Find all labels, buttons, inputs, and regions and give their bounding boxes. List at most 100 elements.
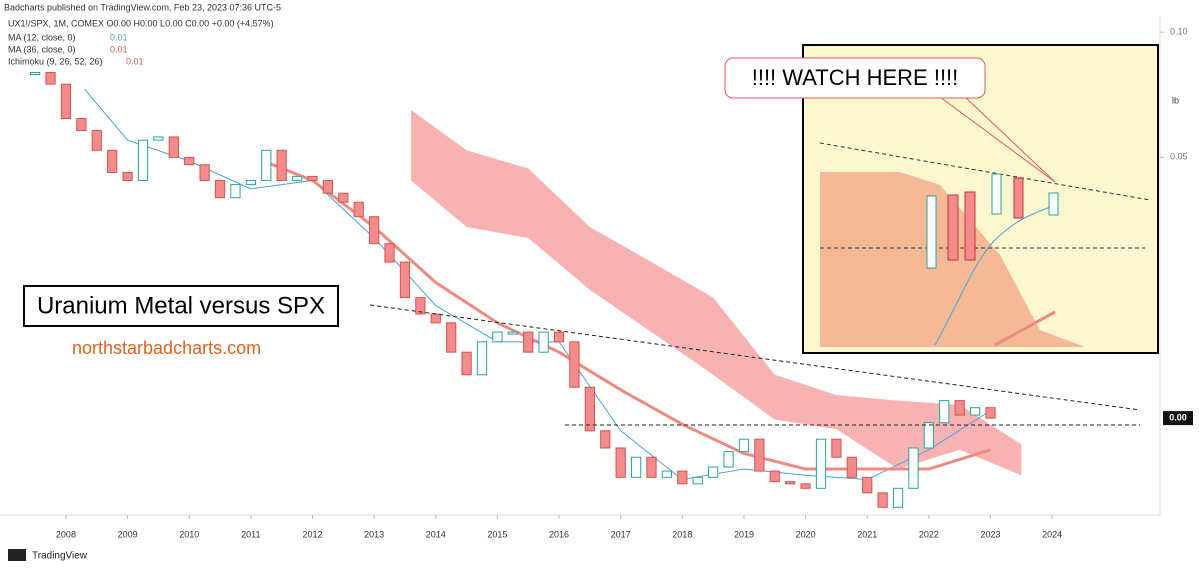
- inset-ma-long: [994, 310, 1056, 347]
- candle: [261, 149, 272, 181]
- candle: [137, 139, 149, 181]
- candle: [738, 438, 750, 453]
- candle: [45, 72, 56, 85]
- candle: [446, 322, 457, 353]
- candle: [677, 470, 688, 485]
- candle: [939, 400, 950, 424]
- candle: [107, 149, 118, 173]
- candle: [569, 341, 580, 388]
- inset: [802, 44, 1159, 354]
- inset-candle: [947, 194, 959, 261]
- x-tick-label: 2008: [56, 529, 76, 539]
- candle: [600, 430, 611, 449]
- candle: [322, 179, 334, 194]
- inset-candle: [991, 173, 1002, 215]
- x-tick-label: 2015: [487, 529, 507, 539]
- header: Badcharts published on TradingView.com, …: [4, 2, 281, 12]
- tv-logo: [8, 549, 26, 561]
- candle: [846, 456, 857, 478]
- candle: [507, 331, 518, 335]
- candle: [399, 261, 411, 299]
- candle: [708, 466, 719, 478]
- candle: [584, 386, 595, 432]
- candle: [214, 179, 226, 199]
- candle: [369, 216, 380, 245]
- callout-pointer: [964, 96, 1056, 183]
- candle: [476, 341, 488, 376]
- inset-candle: [1048, 192, 1059, 216]
- candle: [245, 179, 256, 186]
- ichimoku-cloud: [411, 109, 1022, 476]
- x-tick-label: 2010: [179, 529, 199, 539]
- candle: [184, 156, 195, 166]
- candle: [630, 456, 642, 478]
- title-box: [23, 285, 339, 327]
- candle: [862, 476, 873, 494]
- candle: [353, 201, 364, 218]
- candle: [338, 192, 349, 203]
- candle: [646, 456, 657, 478]
- legend-value: 0.01: [126, 56, 144, 66]
- inset-ma: [934, 204, 1056, 346]
- footer: TradingView: [32, 551, 88, 562]
- inset-candle: [1013, 177, 1024, 219]
- candle: [276, 149, 287, 181]
- candle: [461, 351, 472, 376]
- candle: [785, 481, 796, 485]
- annotation: !!!! WATCH HERE !!!!: [752, 65, 959, 90]
- candle: [415, 297, 426, 315]
- candle: [168, 136, 179, 158]
- candle: [430, 313, 441, 324]
- chart-title: Uranium Metal versus SPX: [37, 292, 325, 319]
- candle: [76, 118, 87, 132]
- candle: [754, 438, 765, 472]
- candle: [60, 83, 72, 120]
- x-tick-label: 2013: [364, 529, 384, 539]
- legend-entry: MA (36, close, 0): [8, 44, 76, 54]
- x-tick-label: 2024: [1042, 529, 1062, 539]
- candle: [307, 175, 318, 181]
- candle: [153, 136, 164, 141]
- x-tick-label: 2014: [426, 529, 446, 539]
- candle: [892, 487, 904, 508]
- candle: [908, 447, 919, 489]
- candle: [769, 470, 780, 483]
- candle: [969, 407, 981, 416]
- last-price-tag: [1163, 411, 1193, 426]
- trend-line: [369, 304, 1141, 411]
- candle: [30, 72, 41, 76]
- legend-entry: MA (12, close, 0): [8, 32, 76, 42]
- candle: [91, 130, 102, 151]
- candle: [384, 243, 395, 263]
- candle: [122, 171, 133, 181]
- x-tick-label: 2022: [919, 529, 939, 539]
- callout-pointer: [939, 96, 1056, 183]
- candle: [800, 483, 811, 489]
- legend-entry: Ichimoku (9, 26, 52, 26): [8, 56, 103, 66]
- x-tick-label: 2021: [857, 529, 877, 539]
- x-tick-label: 2016: [549, 529, 569, 539]
- candle: [985, 407, 996, 419]
- candle: [615, 447, 626, 478]
- candle: [954, 400, 965, 416]
- candle: [523, 331, 534, 353]
- callout-box: [724, 57, 986, 99]
- x-tick-label: 2009: [118, 529, 138, 539]
- x-tick-label: 2020: [796, 529, 816, 539]
- scale-label: lb: [1172, 95, 1179, 105]
- y-tick-label: 0.05: [1170, 152, 1188, 162]
- candle: [291, 175, 303, 181]
- y-tick-label: 0.10: [1170, 27, 1188, 37]
- candle: [815, 438, 827, 489]
- x-tick-label: 2017: [611, 529, 631, 539]
- candle: [831, 438, 842, 458]
- candle: [723, 451, 734, 468]
- x-tick-label: 2018: [672, 529, 692, 539]
- x-tick-label: 2012: [302, 529, 322, 539]
- candle: [877, 492, 888, 508]
- candle: [692, 476, 703, 485]
- x-tick-label: 2023: [980, 529, 1000, 539]
- candle: [553, 331, 565, 343]
- legend-value: 0.01: [110, 32, 128, 42]
